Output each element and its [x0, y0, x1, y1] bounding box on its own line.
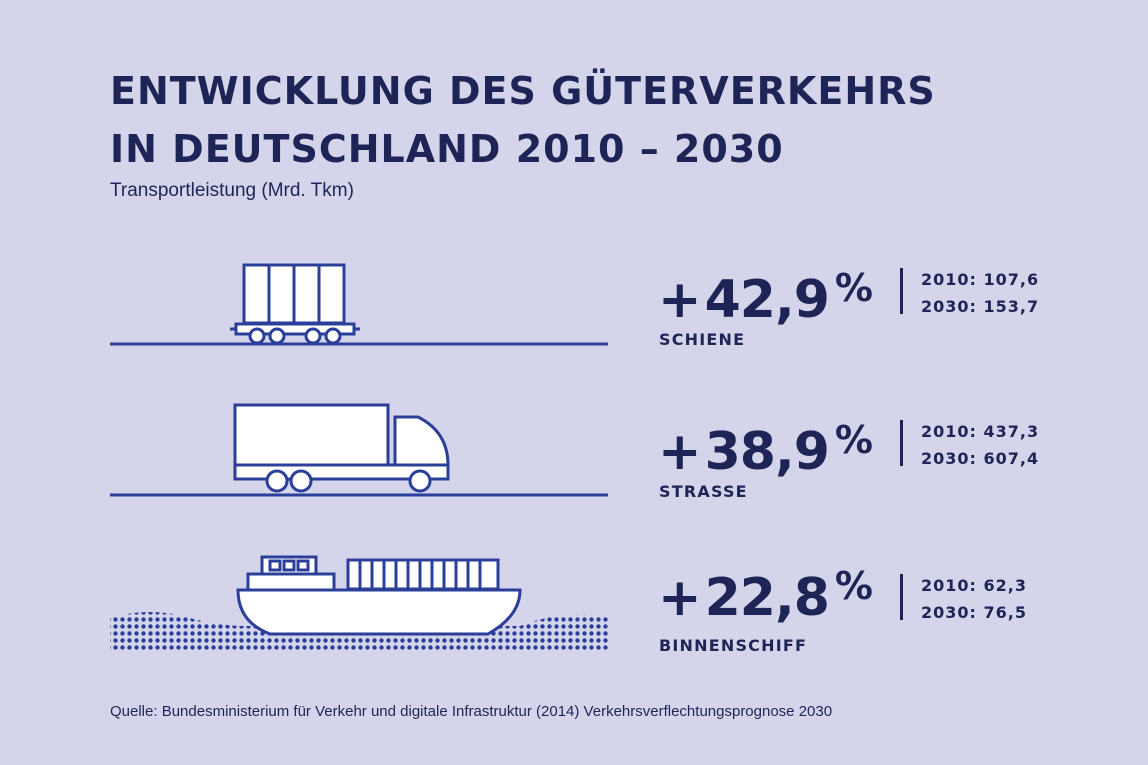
value-2030: 2030: 607,4: [921, 449, 1040, 468]
page-title: ENTWICKLUNG DES GÜTERVERKEHRS IN DEUTSCH…: [110, 62, 936, 178]
change-value: 38,9: [704, 422, 830, 482]
truck-icon: [110, 403, 608, 497]
source-note: Quelle: Bundesministerium für Verkehr un…: [110, 703, 833, 720]
divider: [900, 420, 903, 466]
change-percent: +42,9%: [658, 266, 873, 330]
mode-label: STRASSE: [659, 482, 748, 501]
title-line-1: ENTWICKLUNG DES GÜTERVERKEHRS: [110, 69, 936, 113]
value-2030: 2030: 153,7: [921, 297, 1040, 316]
change-unit: %: [834, 418, 873, 462]
row-schiene: +42,9% SCHIENE 2010: 107,6 2030: 153,7: [0, 240, 1148, 390]
values: 2010: 437,3 2030: 607,4: [921, 418, 1039, 472]
values: 2010: 62,3 2030: 76,5: [921, 572, 1027, 626]
divider: [900, 574, 903, 620]
values: 2010: 107,6 2030: 153,7: [921, 266, 1039, 320]
cargo-ship-icon: [110, 555, 608, 652]
mode-label: BINNENSCHIFF: [659, 636, 808, 655]
freight-train-icon: [110, 263, 608, 346]
change-percent: +22,8%: [658, 564, 873, 628]
divider: [900, 268, 903, 314]
change-percent: +38,9%: [658, 418, 873, 482]
change-value: 42,9: [704, 270, 830, 330]
value-2010: 2010: 437,3: [921, 422, 1040, 441]
change-unit: %: [834, 266, 873, 310]
change-value: 22,8: [704, 568, 830, 628]
value-2010: 2010: 62,3: [921, 576, 1027, 595]
change-unit: %: [834, 564, 873, 608]
change-sign: +: [658, 568, 702, 628]
value-2030: 2030: 76,5: [921, 603, 1027, 622]
value-2010: 2010: 107,6: [921, 270, 1040, 289]
row-binnenschiff: +22,8% BINNENSCHIFF 2010: 62,3 2030: 76,…: [0, 546, 1148, 696]
row-strasse: +38,9% STRASSE 2010: 437,3 2030: 607,4: [0, 392, 1148, 542]
subtitle: Transportleistung (Mrd. Tkm): [110, 180, 354, 201]
mode-label: SCHIENE: [659, 330, 746, 349]
change-sign: +: [658, 270, 702, 330]
title-line-2: IN DEUTSCHLAND 2010 – 2030: [110, 127, 784, 171]
change-sign: +: [658, 422, 702, 482]
